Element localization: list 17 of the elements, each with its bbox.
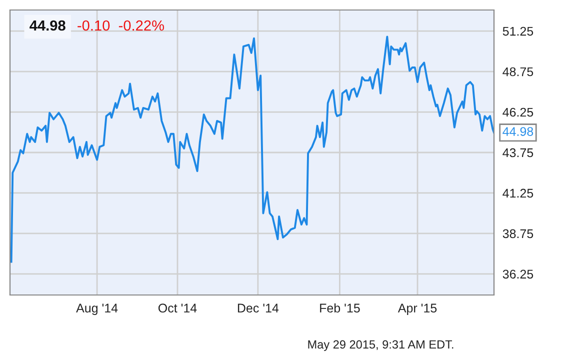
y-tick-label: 43.75 <box>502 148 534 158</box>
x-tick-label: Dec '14 <box>238 304 279 313</box>
text: May 29 2015, 9:31 AM EDT. <box>308 340 454 351</box>
text: 44.98 <box>30 20 66 31</box>
text: -0.10 -0.22% <box>78 20 164 31</box>
x-tick-label: Feb '15 <box>320 303 360 313</box>
line-series <box>10 36 494 263</box>
x-tick-label: Oct '14 <box>158 304 197 313</box>
y-tick-label: 38.75 <box>502 229 534 238</box>
y-tick-label: 36.25 <box>502 270 534 279</box>
y-tick-label: 51.25 <box>502 26 534 36</box>
annotation: 44.98 <box>502 127 534 136</box>
x-tick-label: Aug '14 <box>76 304 118 315</box>
x-tick-label: Apr '15 <box>398 304 437 315</box>
y-tick-label: 48.75 <box>502 67 534 76</box>
y-tick-label: 41.25 <box>502 188 534 198</box>
y-tick-label: 46.25 <box>502 108 534 117</box>
